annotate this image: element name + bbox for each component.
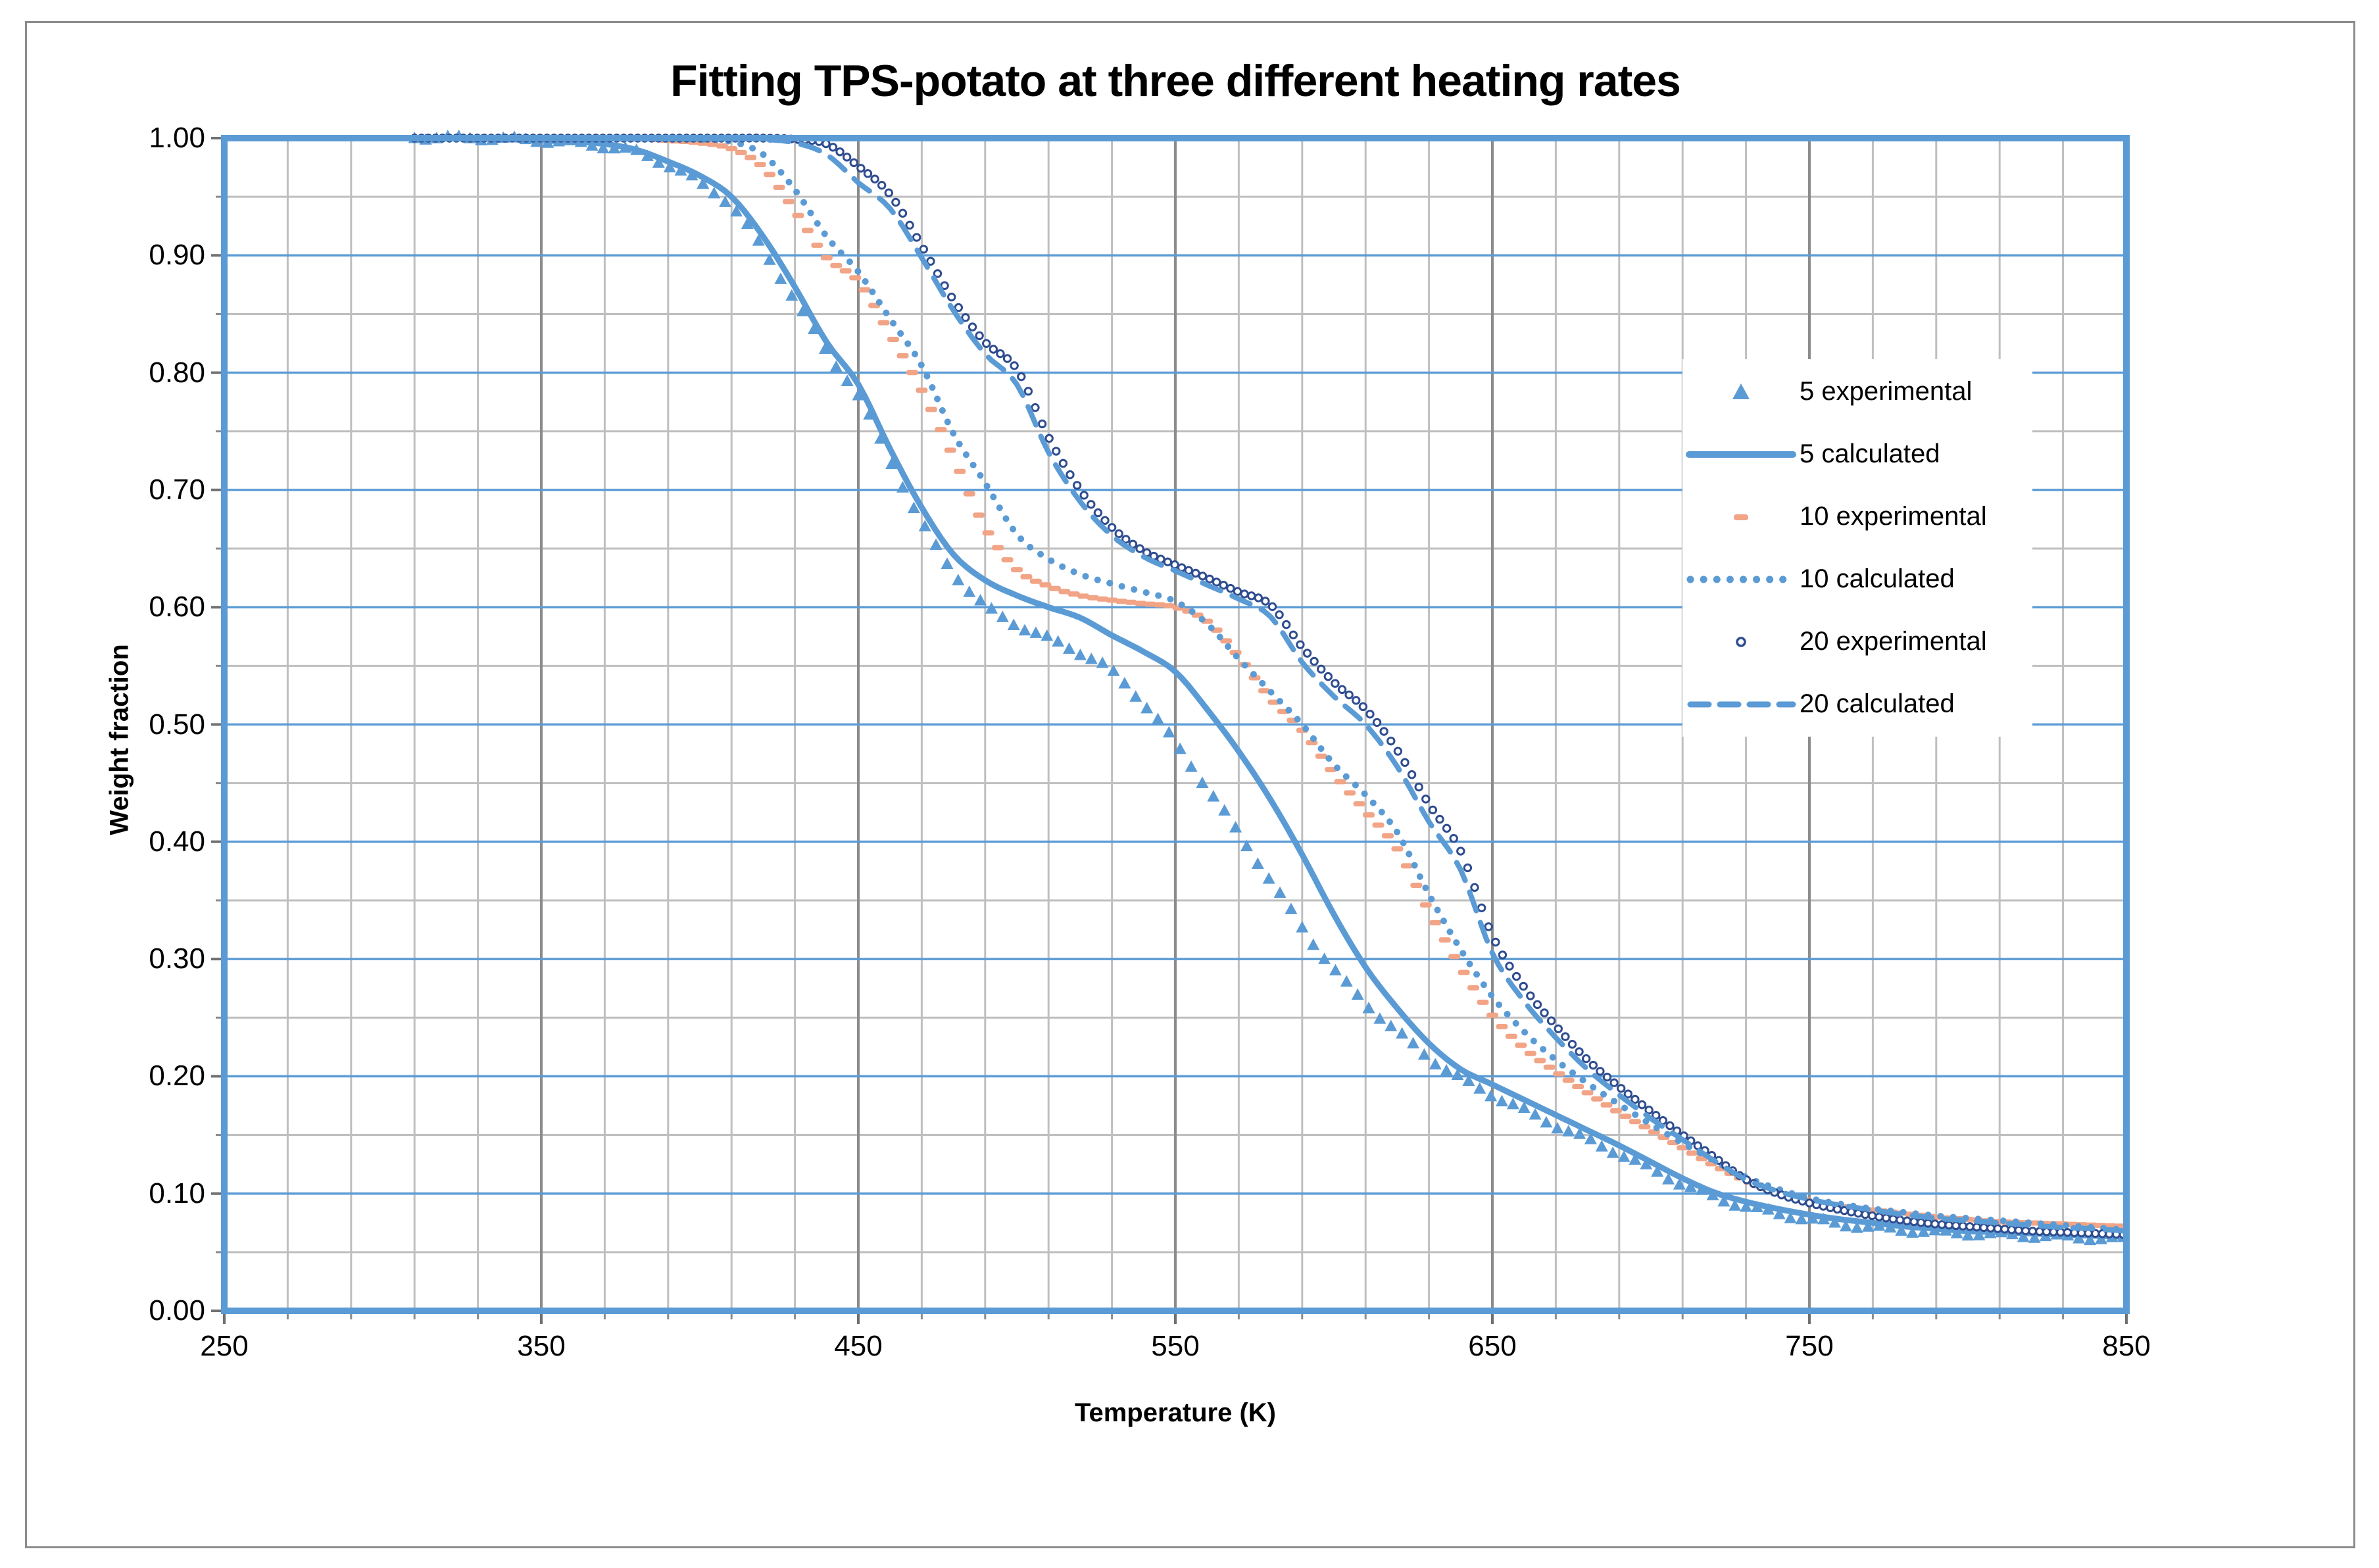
legend-item-20-calculated: 20 calculated — [1682, 673, 2032, 735]
y-tick-label-0.50: 0.50 — [149, 708, 205, 741]
y-tick-label-1.00: 1.00 — [149, 122, 205, 154]
legend-item-10-calculated: 10 calculated — [1682, 548, 2032, 610]
x-tick-label-750: 750 — [1785, 1330, 1834, 1362]
legend-item-10-experimental: 10 experimental — [1682, 485, 2032, 548]
y-tick-label-0.80: 0.80 — [149, 356, 205, 389]
y-tick-label-0.10: 0.10 — [149, 1177, 205, 1210]
dashed-line-icon — [1687, 701, 1796, 707]
x-tick-label-350: 350 — [517, 1330, 566, 1362]
legend-label: 5 experimental — [1800, 377, 1973, 406]
dotted-line-icon — [1686, 576, 1797, 583]
triangle-icon — [1732, 383, 1750, 399]
chart-title: Fitting TPS-potato at three different he… — [670, 56, 1681, 106]
y-tick-label-0.70: 0.70 — [149, 473, 205, 506]
y-tick-label-0.90: 0.90 — [149, 239, 205, 272]
series-20-calculated — [412, 135, 2129, 1234]
legend-label: 10 calculated — [1800, 564, 1955, 593]
x-tick-label-650: 650 — [1468, 1330, 1517, 1362]
legend-item-5-experimental: 5 experimental — [1682, 360, 2032, 423]
y-tick-label-0.20: 0.20 — [149, 1060, 205, 1092]
short-dash-icon — [1734, 514, 1748, 520]
open-circle-icon — [1736, 636, 1746, 647]
series-10-calculated — [411, 134, 2130, 1233]
y-tick-label-0.30: 0.30 — [149, 943, 205, 975]
legend: 5 experimental 5 calculated 10 experimenta… — [1682, 359, 2032, 737]
legend-label: 10 experimental — [1800, 502, 1987, 531]
legend-label: 20 experimental — [1800, 627, 1987, 656]
legend-label: 20 calculated — [1800, 689, 1955, 718]
x-tick-label-450: 450 — [834, 1330, 883, 1362]
x-axis-title: Temperature (K) — [1075, 1398, 1276, 1427]
legend-item-5-calculated: 5 calculated — [1682, 423, 2032, 485]
x-tick-label-850: 850 — [2102, 1330, 2151, 1362]
y-tick-label-0.00: 0.00 — [149, 1294, 205, 1327]
x-tick-label-250: 250 — [200, 1330, 249, 1362]
legend-label: 5 calculated — [1800, 439, 1940, 468]
plot-frame — [221, 135, 2130, 1314]
y-tick-label-0.60: 0.60 — [149, 591, 205, 624]
x-tick-label-550: 550 — [1151, 1330, 1200, 1362]
legend-item-20-experimental: 20 experimental — [1682, 610, 2032, 673]
y-tick-label-0.40: 0.40 — [149, 825, 205, 858]
series-5-calculated — [411, 135, 2130, 1240]
solid-line-icon — [1686, 451, 1796, 458]
